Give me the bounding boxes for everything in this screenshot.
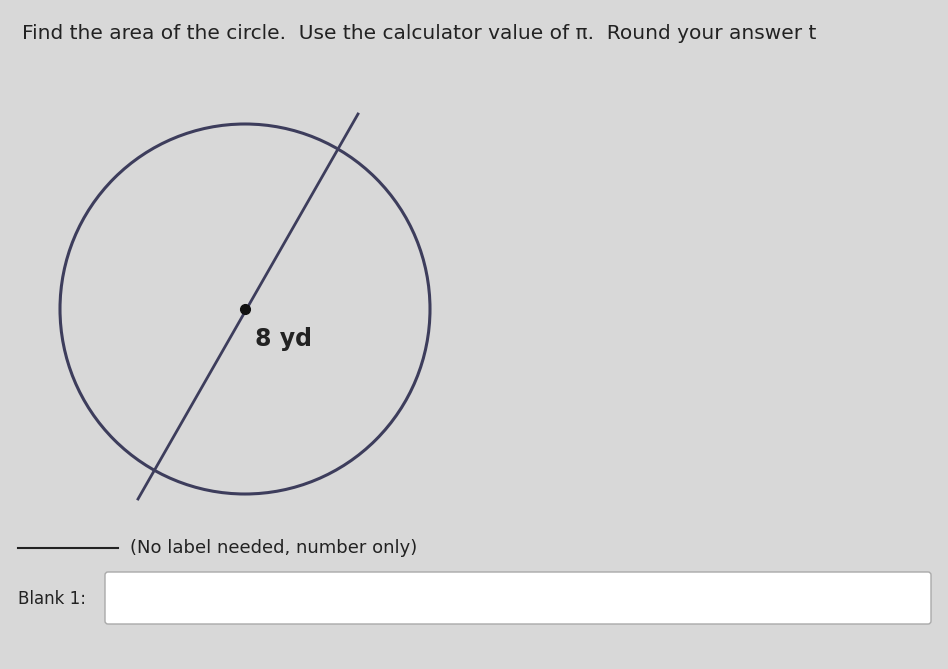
FancyBboxPatch shape xyxy=(105,572,931,624)
Text: (No label needed, number only): (No label needed, number only) xyxy=(130,539,417,557)
Text: 8 yd: 8 yd xyxy=(255,327,312,351)
Text: Blank 1:: Blank 1: xyxy=(18,590,86,608)
Text: Find the area of the circle.  Use the calculator value of π.  Round your answer : Find the area of the circle. Use the cal… xyxy=(22,24,816,43)
